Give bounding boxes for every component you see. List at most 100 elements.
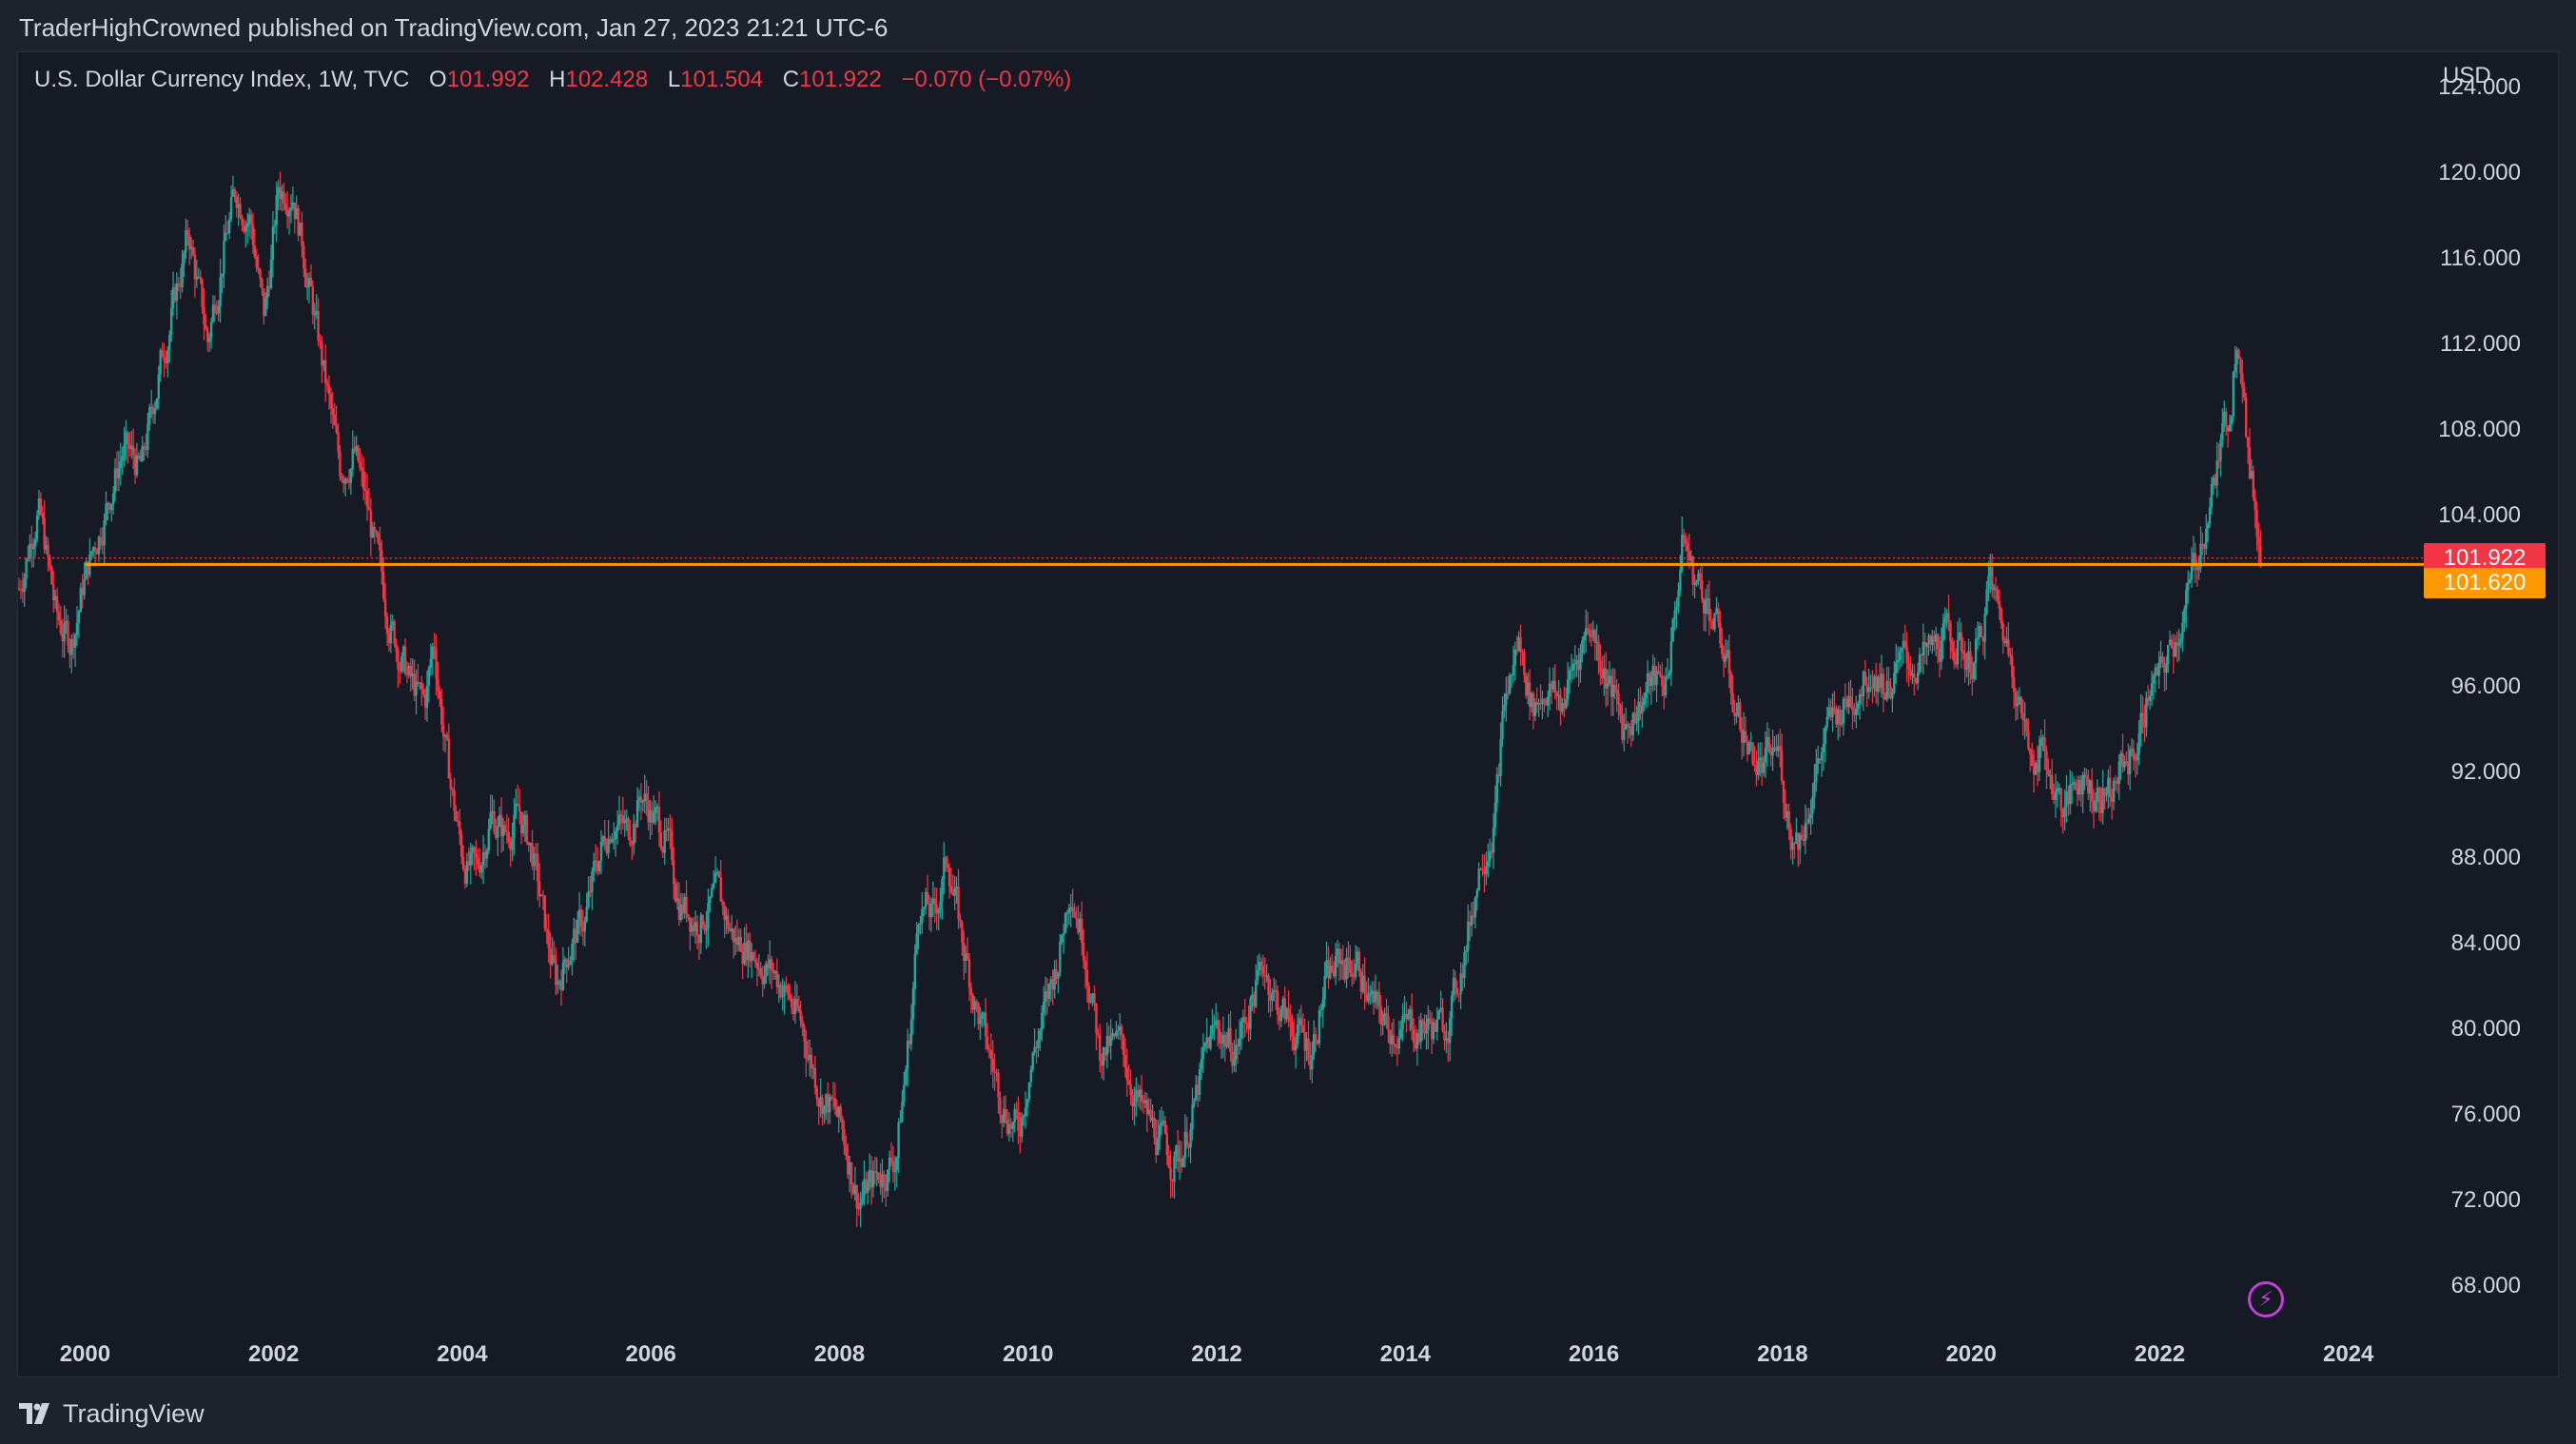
candle-body <box>2215 460 2218 486</box>
candle-body <box>81 587 84 595</box>
candle-body <box>535 853 537 855</box>
candle-body <box>219 277 222 306</box>
candle-body <box>1611 684 1615 697</box>
candle-body <box>2041 736 2044 739</box>
candle-body <box>1998 600 2001 609</box>
candle-body <box>888 1157 891 1170</box>
candle-body <box>1871 687 1874 689</box>
candle-body <box>149 406 153 408</box>
candle-body <box>1742 731 1746 743</box>
candle-body <box>1882 673 1885 694</box>
candle-body <box>1858 693 1862 704</box>
candle-body <box>349 469 353 483</box>
candle-body <box>1517 637 1520 652</box>
candle-body <box>1347 957 1350 960</box>
candle-body <box>1992 587 1996 591</box>
candle-body <box>1666 675 1669 677</box>
candle-body <box>127 432 129 445</box>
candle-body <box>2254 498 2256 511</box>
candle-body <box>865 1179 868 1193</box>
candle-body <box>2156 667 2158 676</box>
candle-body <box>21 589 25 593</box>
candle-body <box>1521 652 1524 654</box>
candle-body <box>423 694 427 708</box>
candle-body <box>32 546 35 550</box>
candle-body <box>2226 426 2230 432</box>
candle-body <box>65 620 68 624</box>
candle-body <box>631 844 634 846</box>
candle-body <box>363 489 367 491</box>
candle-body <box>1543 698 1546 702</box>
candle-body <box>757 967 761 969</box>
candle-body <box>421 689 425 695</box>
x-tick-label: 2012 <box>1191 1341 1241 1367</box>
candle-body <box>1120 1026 1123 1036</box>
candle-body <box>1075 917 1078 920</box>
candle-body <box>481 852 485 866</box>
candle-body <box>1125 1067 1129 1081</box>
candle-body <box>1235 1044 1238 1060</box>
candle-body <box>275 195 278 226</box>
candle-body <box>443 734 447 737</box>
candle-body <box>699 915 703 944</box>
candle-body <box>1586 628 1590 630</box>
candle-body <box>869 1170 873 1188</box>
candle-body <box>1651 665 1654 677</box>
candle-body <box>1193 1100 1196 1105</box>
candle-body <box>199 276 202 280</box>
candle-body <box>41 512 44 518</box>
candle-body <box>1661 675 1664 687</box>
candle-body <box>901 1102 904 1122</box>
candle-body <box>857 1208 860 1210</box>
candle-body <box>1223 1034 1227 1047</box>
candle-body <box>2192 553 2195 567</box>
candle-body <box>1923 641 1926 648</box>
candle-body <box>921 908 924 923</box>
candle-body <box>1447 1038 1450 1044</box>
candle-body <box>553 955 556 960</box>
candle-body <box>725 915 728 921</box>
candle-body <box>2183 609 2186 624</box>
currency-label[interactable]: USD <box>2443 63 2491 88</box>
lightning-icon[interactable]: ⚡ <box>2248 1281 2284 1317</box>
candle-body <box>251 224 255 246</box>
candle-body <box>25 558 28 579</box>
candle-body <box>1432 1023 1435 1040</box>
candle-body <box>1786 810 1789 818</box>
candle-body <box>615 830 617 839</box>
candle-body <box>1216 1020 1220 1029</box>
candle-body <box>1591 630 1595 636</box>
candle-body <box>2003 640 2006 644</box>
candle-body <box>1087 985 1091 1003</box>
candle-body <box>1805 822 1808 824</box>
candle-body <box>419 682 421 684</box>
candle-body <box>1689 556 1692 561</box>
candle-body <box>1550 683 1553 690</box>
candle-body <box>2038 746 2041 772</box>
candle-body <box>2110 796 2114 802</box>
candle-body <box>227 219 231 234</box>
candle-body <box>440 698 443 725</box>
candle-body <box>2228 424 2232 432</box>
candle-body <box>1435 1019 1439 1032</box>
candle-body <box>173 286 177 302</box>
close-label: C <box>782 67 800 92</box>
candle-body <box>1641 704 1644 714</box>
candle-body <box>1163 1121 1167 1134</box>
candle-body <box>521 824 525 833</box>
candle-body <box>1767 736 1770 751</box>
x-tick-label: 2008 <box>814 1341 865 1367</box>
candle-body <box>1197 1084 1200 1096</box>
candle-body <box>1878 676 1882 689</box>
candle-body <box>1201 1046 1205 1060</box>
candle-body <box>223 241 225 274</box>
candle-body <box>1142 1102 1145 1103</box>
candle-body <box>1356 951 1359 965</box>
candle-body <box>375 531 378 534</box>
candle-body <box>137 455 141 457</box>
candle-body <box>2056 788 2059 792</box>
candle-body <box>1027 1082 1031 1100</box>
low-value: 101.504 <box>680 67 764 92</box>
candle-body <box>108 502 111 511</box>
